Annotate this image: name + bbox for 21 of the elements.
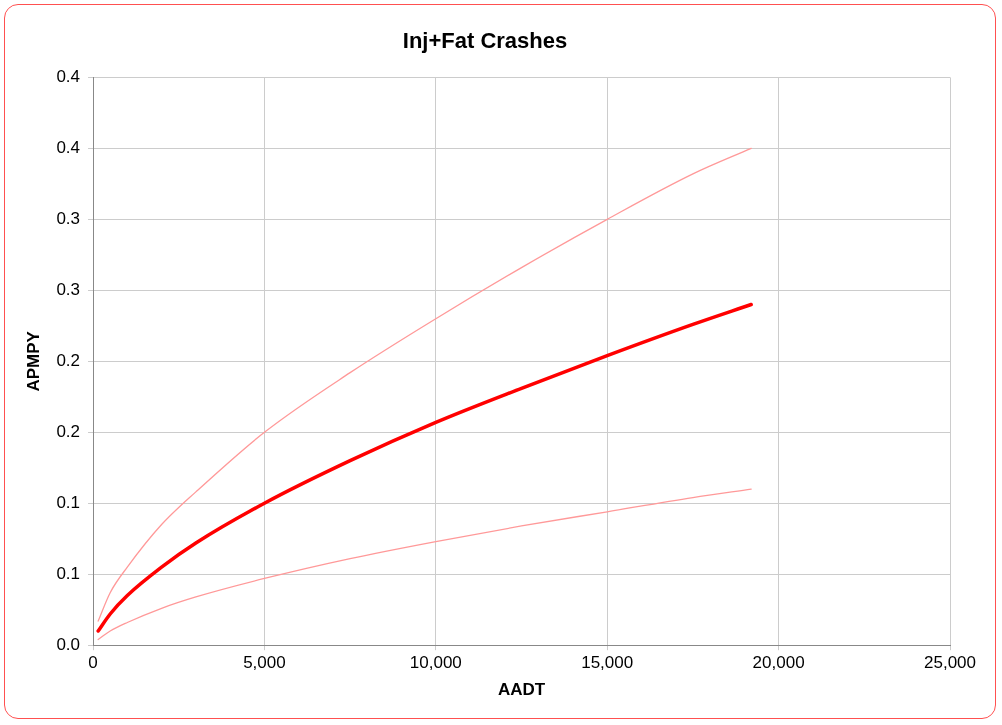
y-tick-label: 0.1 xyxy=(56,563,81,583)
x-tick-label: 25,000 xyxy=(924,653,976,673)
line-series xyxy=(97,488,752,641)
y-tick-label: 0.3 xyxy=(56,209,81,229)
y-tick-label: 0.1 xyxy=(56,492,81,512)
x-tick-label: 20,000 xyxy=(752,653,805,673)
y-axis-title: APMPY xyxy=(23,330,43,392)
y-tick-label: 0.4 xyxy=(56,67,81,87)
y-tick-label: 0.2 xyxy=(56,421,81,441)
x-tick-label: 5,000 xyxy=(243,653,286,673)
x-tick-label: 10,000 xyxy=(409,653,462,673)
x-axis-title: AADT xyxy=(497,680,546,700)
line-series xyxy=(97,147,752,622)
x-tick-label: 15,000 xyxy=(581,653,634,673)
y-tick-label: 0.3 xyxy=(56,280,81,300)
y-tick-label: 0.4 xyxy=(56,138,81,158)
x-tick-label: 0 xyxy=(88,653,98,673)
y-tick-label: 0.0 xyxy=(56,634,81,654)
line-series xyxy=(96,302,753,633)
y-tick-label: 0.2 xyxy=(56,350,81,370)
chart-title: Inj+Fat Crashes xyxy=(402,28,568,54)
